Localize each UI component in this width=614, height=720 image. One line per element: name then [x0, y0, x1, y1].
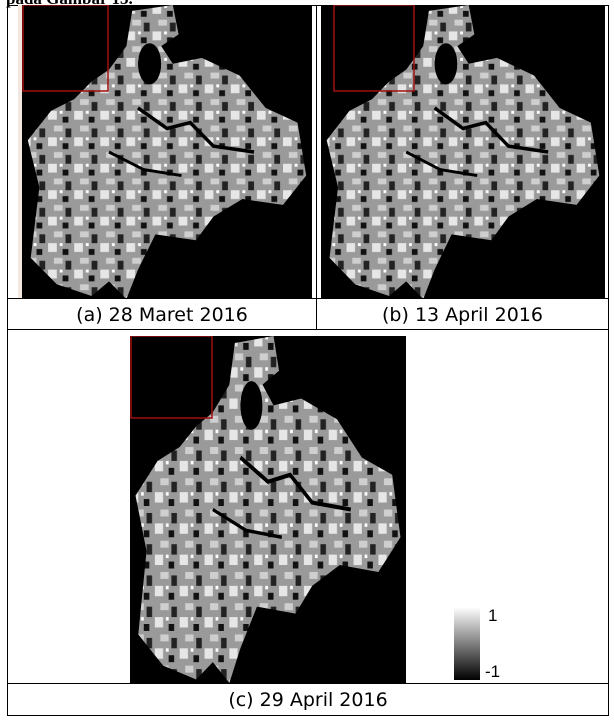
page: {"intro": "pada Gambar 13.", "figures": … [0, 0, 614, 720]
map-image-a [18, 5, 312, 299]
legend-min: -1 [485, 662, 500, 682]
legend-max: 1 [488, 606, 497, 626]
map-image-c [130, 336, 406, 683]
map-image-b [321, 5, 605, 299]
legend-ramp [454, 607, 482, 681]
caption: (b) 13 April 2016 [316, 298, 609, 330]
caption: (c) 29 April 2016 [7, 683, 609, 716]
caption: (a) 28 Maret 2016 [7, 298, 317, 330]
